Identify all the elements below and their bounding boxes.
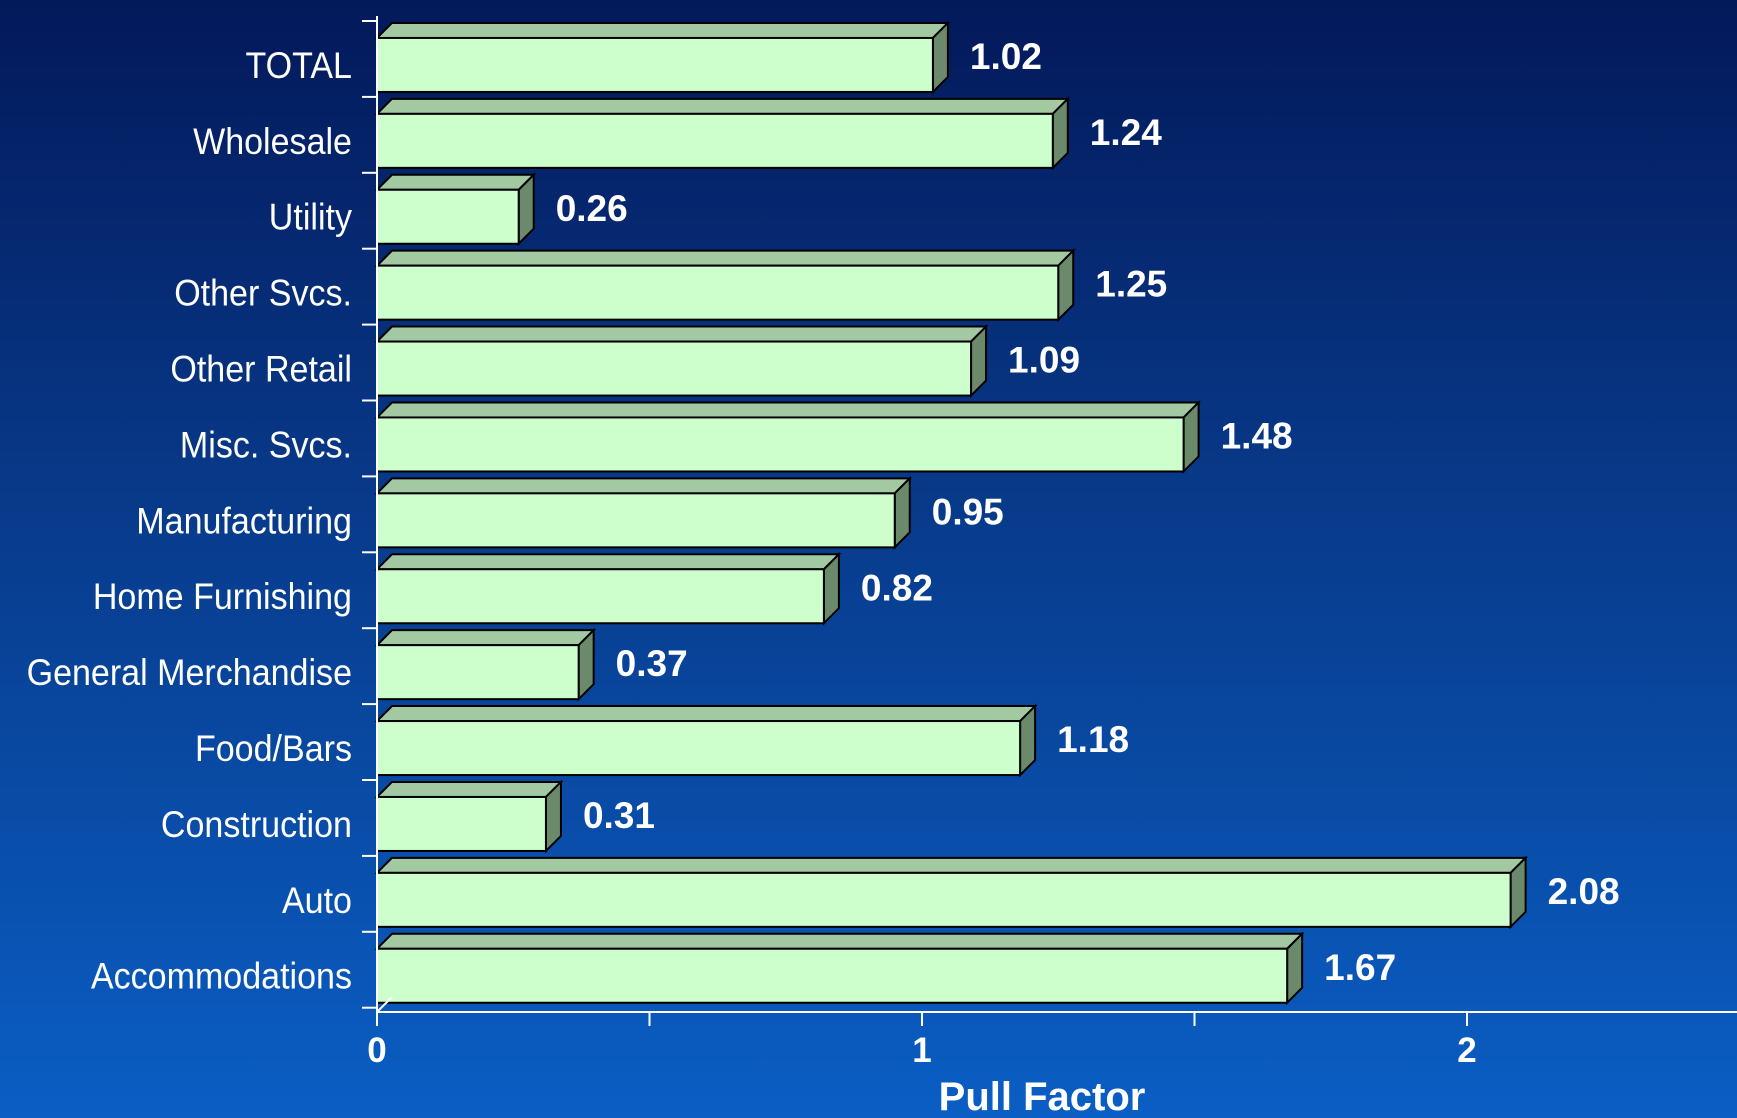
bar-top-face bbox=[374, 629, 597, 647]
bar bbox=[376, 112, 1054, 169]
bar bbox=[376, 340, 973, 397]
bar-top-face bbox=[374, 21, 951, 39]
x-axis: 0 1 2 bbox=[362, 16, 1737, 1070]
value-label: 0.95 bbox=[932, 491, 1004, 532]
bar bbox=[376, 644, 580, 701]
value-label: 1.48 bbox=[1221, 415, 1293, 456]
bar-top-face bbox=[374, 325, 989, 343]
bar-group: Manufacturing 0.95 bbox=[136, 475, 1004, 550]
bar-top-face bbox=[374, 705, 1038, 723]
bar bbox=[376, 947, 1289, 1004]
category-label: Accommodations bbox=[91, 955, 352, 997]
bar bbox=[376, 795, 547, 852]
bar bbox=[376, 492, 896, 549]
value-label: 1.24 bbox=[1090, 112, 1162, 153]
bar-group: Misc. Svcs. 1.48 bbox=[180, 400, 1293, 474]
value-label: 1.02 bbox=[970, 36, 1042, 77]
bar-top-face bbox=[374, 932, 1305, 950]
bar-top-face bbox=[374, 97, 1071, 115]
category-label: Other Svcs. bbox=[174, 272, 352, 314]
bar-group: Utility 0.26 bbox=[269, 172, 628, 247]
category-label: Other Retail bbox=[170, 348, 352, 390]
category-label: Wholesale bbox=[193, 121, 352, 163]
bar-top-face bbox=[374, 856, 1529, 874]
x-tick-label: 1 bbox=[912, 1031, 931, 1070]
x-tick-label: 0 bbox=[367, 1031, 386, 1070]
value-label: 1.09 bbox=[1008, 340, 1080, 381]
bar-group: Auto 2.08 bbox=[282, 855, 1620, 930]
category-label: Manufacturing bbox=[136, 500, 352, 542]
bar bbox=[376, 871, 1512, 928]
bar-group: Food/Bars 1.18 bbox=[195, 703, 1129, 778]
value-label: 2.08 bbox=[1548, 871, 1620, 912]
bar bbox=[376, 188, 520, 245]
bars-layer: TOTAL 1.02 Wholesale 1.24 Utility 0.26 Other S… bbox=[27, 20, 1620, 1006]
value-label: 0.82 bbox=[861, 567, 933, 608]
bar-group: Home Furnishing 0.82 bbox=[93, 551, 933, 626]
bar-group: Other Svcs. 1.25 bbox=[174, 248, 1167, 323]
bar bbox=[376, 568, 825, 625]
bar-group: TOTAL 1.02 bbox=[245, 20, 1042, 95]
bar bbox=[376, 720, 1022, 777]
bar-group: General Merchandise 0.37 bbox=[27, 627, 688, 702]
category-label: Misc. Svcs. bbox=[180, 424, 352, 466]
x-tick-label: 2 bbox=[1457, 1031, 1476, 1070]
x-axis-depth-line bbox=[376, 996, 393, 1013]
value-label: 0.37 bbox=[616, 643, 688, 684]
bar-group: Other Retail 1.09 bbox=[170, 324, 1080, 398]
category-label: Utility bbox=[269, 196, 352, 238]
category-label: Food/Bars bbox=[195, 728, 352, 770]
category-label: Auto bbox=[282, 880, 352, 922]
value-label: 1.25 bbox=[1095, 264, 1167, 305]
category-label: General Merchandise bbox=[27, 652, 352, 694]
bar-group: Construction 0.31 bbox=[161, 779, 655, 854]
bar-top-face bbox=[374, 249, 1076, 267]
bar-group: Wholesale 1.24 bbox=[193, 96, 1162, 171]
value-label: 1.18 bbox=[1057, 719, 1129, 760]
bar-top-face bbox=[374, 780, 564, 798]
bar-top-face bbox=[374, 173, 537, 191]
bar bbox=[376, 416, 1185, 473]
x-axis-title: Pull Factor bbox=[939, 1075, 1146, 1118]
value-label: 0.26 bbox=[556, 188, 628, 229]
category-label: Home Furnishing bbox=[93, 576, 352, 618]
value-label: 0.31 bbox=[583, 795, 655, 836]
value-label: 1.67 bbox=[1324, 947, 1396, 988]
bar bbox=[376, 264, 1060, 321]
bar-top-face bbox=[374, 477, 913, 495]
bar-top-face bbox=[374, 401, 1202, 419]
bar bbox=[376, 36, 934, 93]
category-label: TOTAL bbox=[245, 45, 352, 87]
bar-top-face bbox=[374, 553, 842, 571]
bar-group: Accommodations 1.67 bbox=[91, 931, 1396, 1006]
category-label: Construction bbox=[161, 804, 352, 846]
